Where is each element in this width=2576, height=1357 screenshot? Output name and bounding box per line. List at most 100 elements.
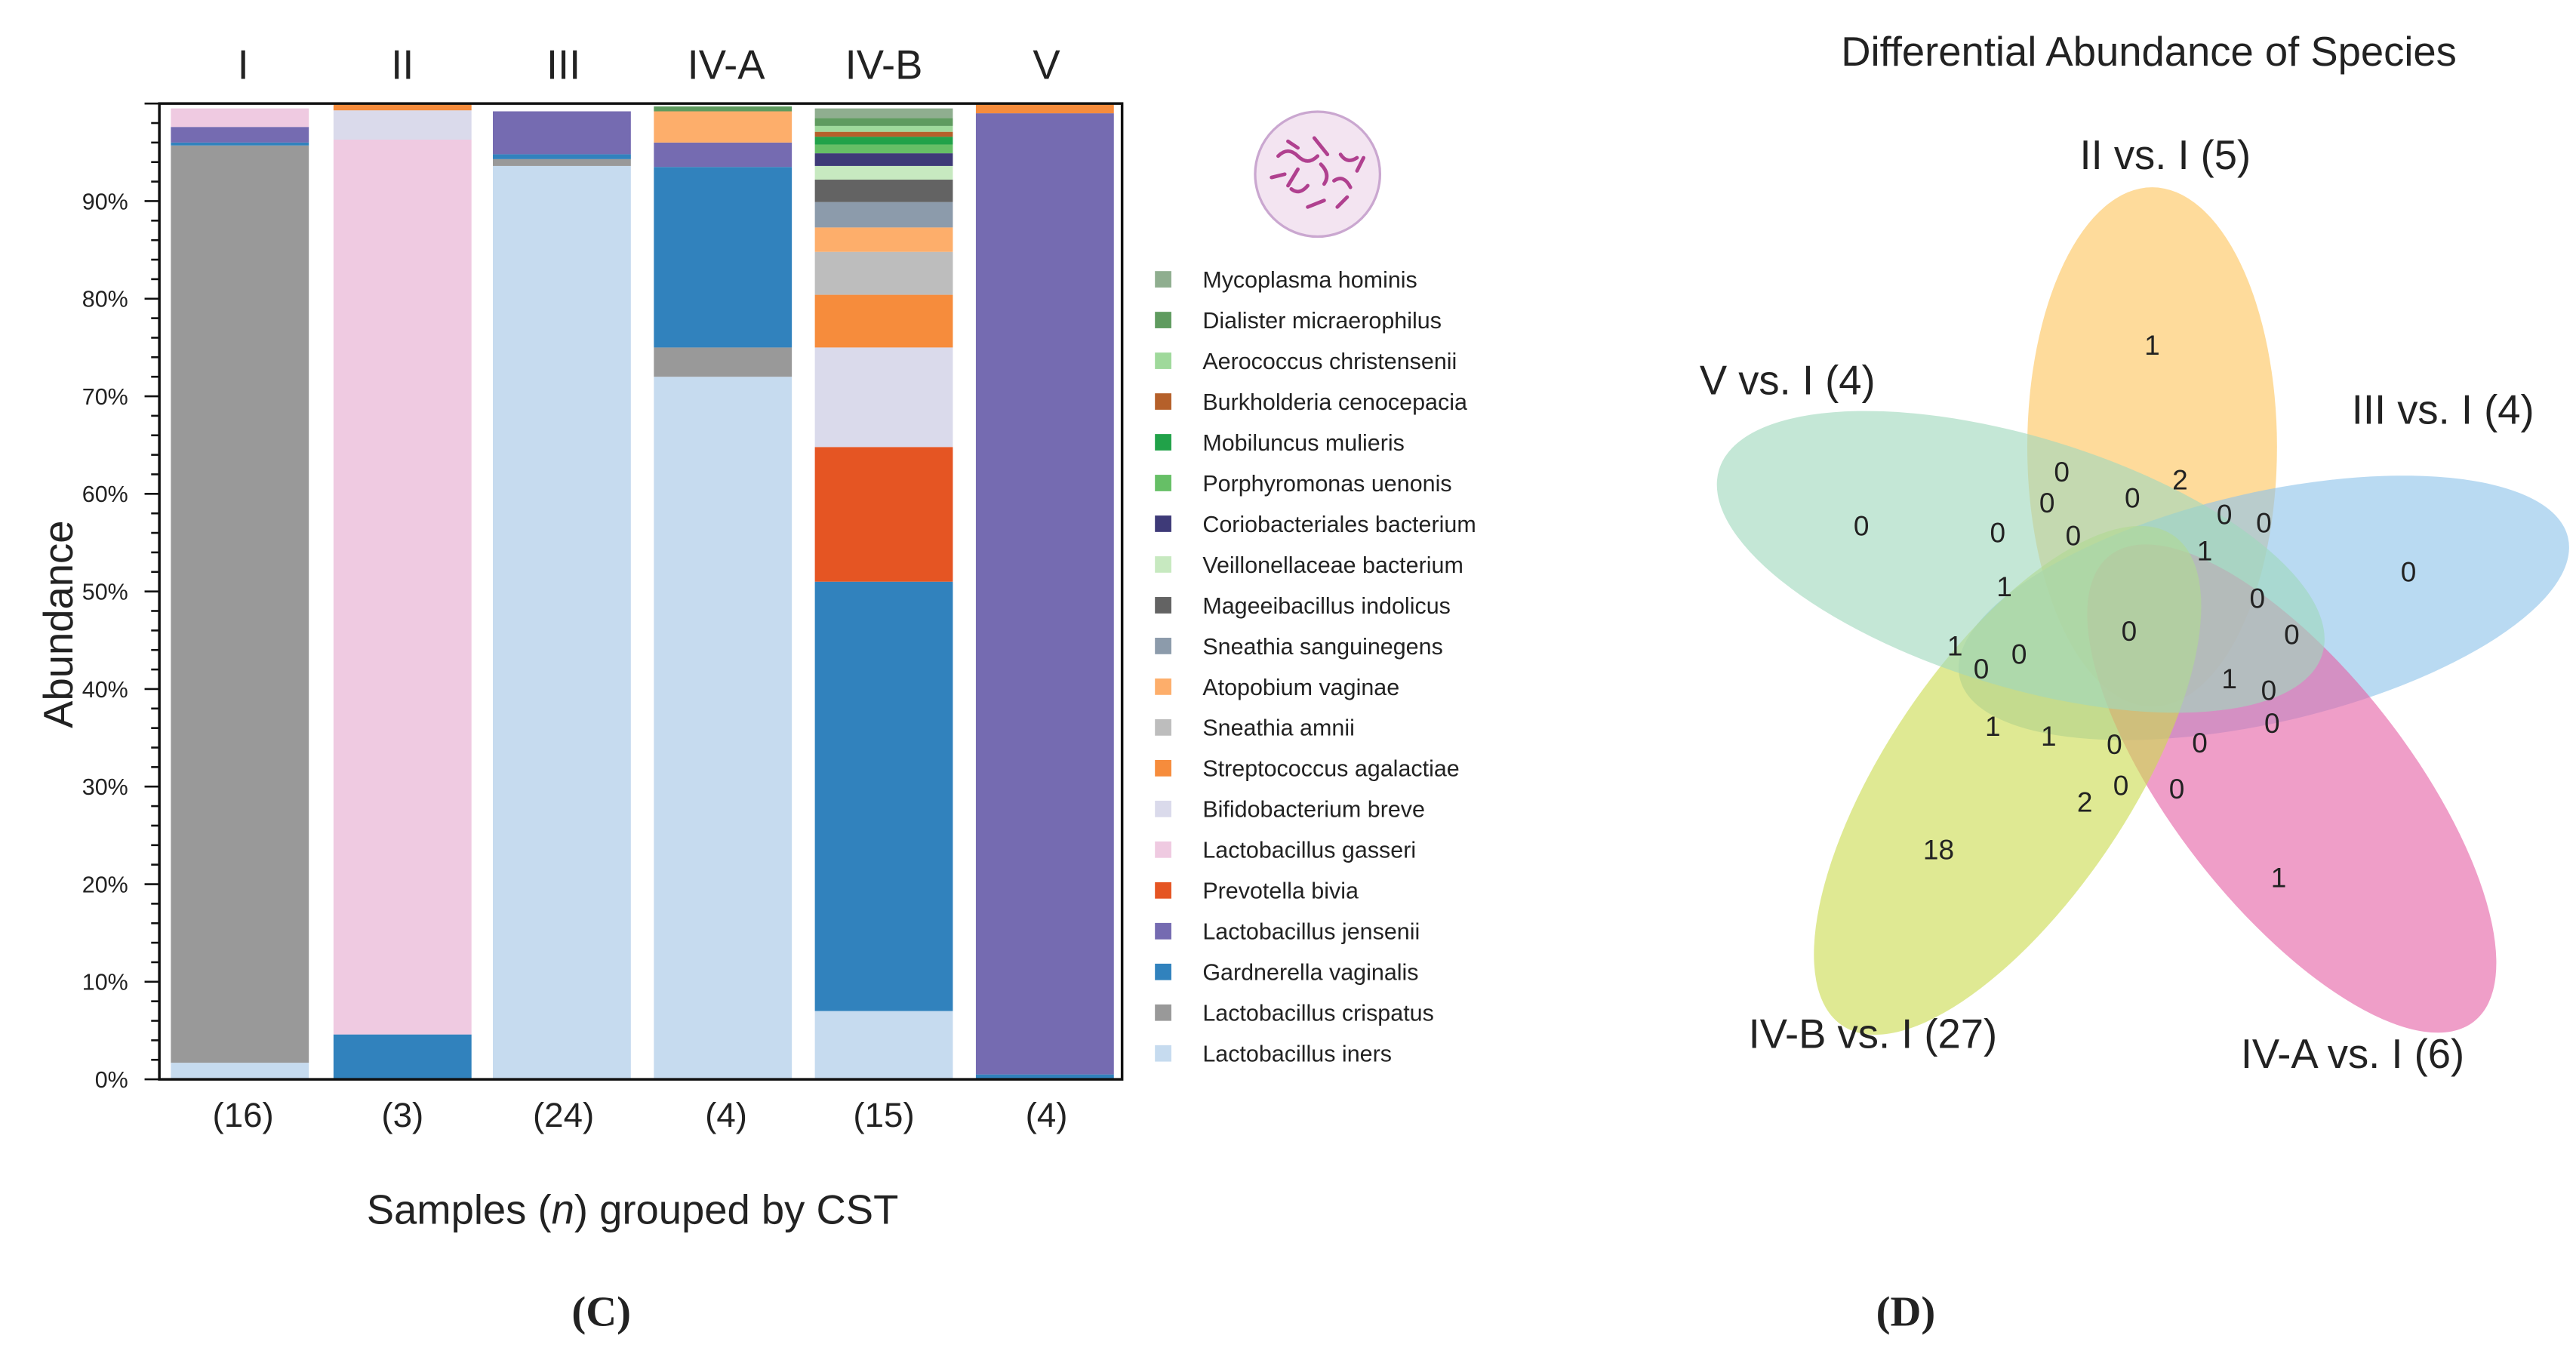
bar-segment-IV-B-streptococcus-agalactiae xyxy=(814,294,953,348)
legend-swatch xyxy=(1155,882,1171,899)
sample-count: (15) xyxy=(853,1096,914,1134)
y-tick-label: 60% xyxy=(82,482,128,507)
y-tick-label: 30% xyxy=(82,774,128,800)
bar-segment-I-lactobacillus-jensenii xyxy=(171,127,309,143)
venn-set-labels: II vs. I (5) III vs. I (4) IV-A vs. I (6) I… xyxy=(1700,132,2534,1077)
y-tick-label: 80% xyxy=(82,287,128,312)
bar-segment-IV-B-porphyromonas-uenonis xyxy=(814,144,953,154)
cst-label: I xyxy=(238,42,249,88)
bar-segment-IV-A-atopobium-vaginae xyxy=(654,111,792,143)
bar-segment-IV-A-dialister-micraerophilus xyxy=(654,106,792,112)
venn-region-count: 0 xyxy=(2256,507,2272,538)
legend-label: Veillonellaceae bacterium xyxy=(1202,552,1463,578)
legend-swatch xyxy=(1155,515,1171,532)
legend-label: Sneathia amnii xyxy=(1202,715,1355,741)
legend-swatch xyxy=(1155,597,1171,614)
venn-region-count: 0 xyxy=(1854,511,1870,542)
y-axis: 0% 10% 20% 30% 40% 50% 60% 70% 80% 90% xyxy=(82,102,160,1093)
y-tick-label: 40% xyxy=(82,677,128,703)
bar-segment-IV-B-sneathia-amnii xyxy=(814,251,953,295)
venn-region-count: 1 xyxy=(1947,631,1963,662)
legend-label: Prevotella bivia xyxy=(1202,879,1359,904)
bar-segment-IV-B-dialister-micraerophilus xyxy=(814,118,953,126)
legend-item: Mobiluncus mulieris xyxy=(1155,430,1405,456)
legend-swatch xyxy=(1155,841,1171,858)
legend-swatch xyxy=(1155,922,1171,940)
legend-swatch xyxy=(1155,719,1171,736)
sample-count: (4) xyxy=(705,1096,747,1134)
cst-column-labels: I II III IV-A IV-B V xyxy=(238,42,1061,88)
venn-diagram: Differential Abundance of Species II vs.… xyxy=(1700,29,2569,1336)
x-axis-label: Samples (n) grouped by CST xyxy=(367,1187,899,1233)
stacked-bar-chart: I II III IV-A IV-B V 0%10%20%30%40%50%60%70%8… xyxy=(35,42,1476,1336)
venn-region-count: 2 xyxy=(2172,465,2188,496)
legend-swatch xyxy=(1155,312,1171,328)
legend-item: Atopobium vaginae xyxy=(1155,675,1399,700)
legend-item: Coriobacteriales bacterium xyxy=(1155,512,1476,537)
legend-item: Lactobacillus jensenii xyxy=(1155,919,1420,945)
venn-set-v xyxy=(1716,411,2325,713)
legend-item: Veillonellaceae bacterium xyxy=(1155,552,1463,578)
legend-label: Lactobacillus iners xyxy=(1202,1042,1392,1067)
bar-segment-IV-B-atopobium-vaginae xyxy=(814,227,953,252)
bar-segment-V-gardnerella-vaginalis xyxy=(975,1074,1114,1080)
bar-segment-IV-B-prevotella-bivia xyxy=(814,447,953,582)
y-tick-label: 50% xyxy=(82,580,128,605)
legend-swatch xyxy=(1155,759,1171,777)
legend-item: Mageeibacillus indolicus xyxy=(1155,593,1451,619)
y-tick-label: 10% xyxy=(82,970,128,995)
sample-count: (3) xyxy=(381,1096,423,1134)
sample-count: (24) xyxy=(533,1096,594,1134)
venn-region-count: 0 xyxy=(2125,483,2141,514)
legend-label: Atopobium vaginae xyxy=(1202,675,1399,700)
legend-item: Mycoplasma hominis xyxy=(1155,267,1417,293)
venn-set-label: IV-B vs. I (27) xyxy=(1749,1011,1998,1057)
venn-region-count: 2 xyxy=(2077,786,2093,817)
bar-segment-II-gardnerella-vaginalis xyxy=(333,1034,472,1080)
legend-item: Lactobacillus crispatus xyxy=(1155,1001,1434,1026)
legend-item: Gardnerella vaginalis xyxy=(1155,960,1419,986)
legend-label: Mycoplasma hominis xyxy=(1202,267,1417,293)
legend-label: Sneathia sanguinegens xyxy=(1202,634,1443,660)
venn-set-label: III vs. I (4) xyxy=(2352,387,2534,433)
legend-label: Aerococcus christensenii xyxy=(1202,349,1457,374)
legend-label: Burkholderia cenocepacia xyxy=(1202,389,1467,415)
legend-label: Mageeibacillus indolicus xyxy=(1202,593,1451,619)
venn-region-count: 0 xyxy=(2054,457,2070,488)
y-tick-label: 20% xyxy=(82,872,128,897)
legend-item: Aerococcus christensenii xyxy=(1155,349,1457,374)
bars xyxy=(171,103,1114,1080)
sample-count: (4) xyxy=(1026,1096,1068,1134)
legend-label: Lactobacillus gasseri xyxy=(1202,838,1416,863)
bar-segment-IV-B-veillonellaceae-bacterium xyxy=(814,165,953,180)
venn-region-count: 1 xyxy=(1996,571,2012,602)
venn-title: Differential Abundance of Species xyxy=(1841,29,2457,75)
bar-segment-III-lactobacillus-crispatus xyxy=(492,158,631,166)
venn-region-count: 0 xyxy=(2039,488,2055,518)
legend-label: Porphyromonas uenonis xyxy=(1202,471,1451,497)
legend-swatch xyxy=(1155,1045,1171,1062)
y-tick-label: 90% xyxy=(82,189,128,214)
venn-region-count: 1 xyxy=(2271,862,2287,893)
legend-swatch xyxy=(1155,556,1171,573)
venn-region-count: 1 xyxy=(2144,330,2160,361)
bar-segment-IV-A-lactobacillus-jensenii xyxy=(654,142,792,168)
y-tick-label: 0% xyxy=(95,1067,128,1093)
legend-label: Coriobacteriales bacterium xyxy=(1202,512,1476,537)
y-tick-label: 70% xyxy=(82,384,128,410)
bar-segment-III-lactobacillus-jensenii xyxy=(492,111,631,155)
legend-swatch xyxy=(1155,434,1171,451)
cst-label: IV-A xyxy=(688,42,766,88)
venn-region-count: 0 xyxy=(1990,517,2006,548)
legend-item: Streptococcus agalactiae xyxy=(1155,756,1460,782)
bar-segment-II-lactobacillus-gasseri xyxy=(333,140,472,1035)
legend-item: Dialister micraerophilus xyxy=(1155,308,1442,334)
venn-region-count: 0 xyxy=(2217,499,2233,530)
cst-label: III xyxy=(546,42,580,88)
venn-region-count: 1 xyxy=(2221,663,2237,694)
legend-swatch xyxy=(1155,475,1171,491)
bar-segment-IV-B-aerococcus-christensenii xyxy=(814,125,953,132)
bar-segment-II-bifidobacterium-breve xyxy=(333,110,472,140)
venn-sets xyxy=(1716,187,2569,1035)
